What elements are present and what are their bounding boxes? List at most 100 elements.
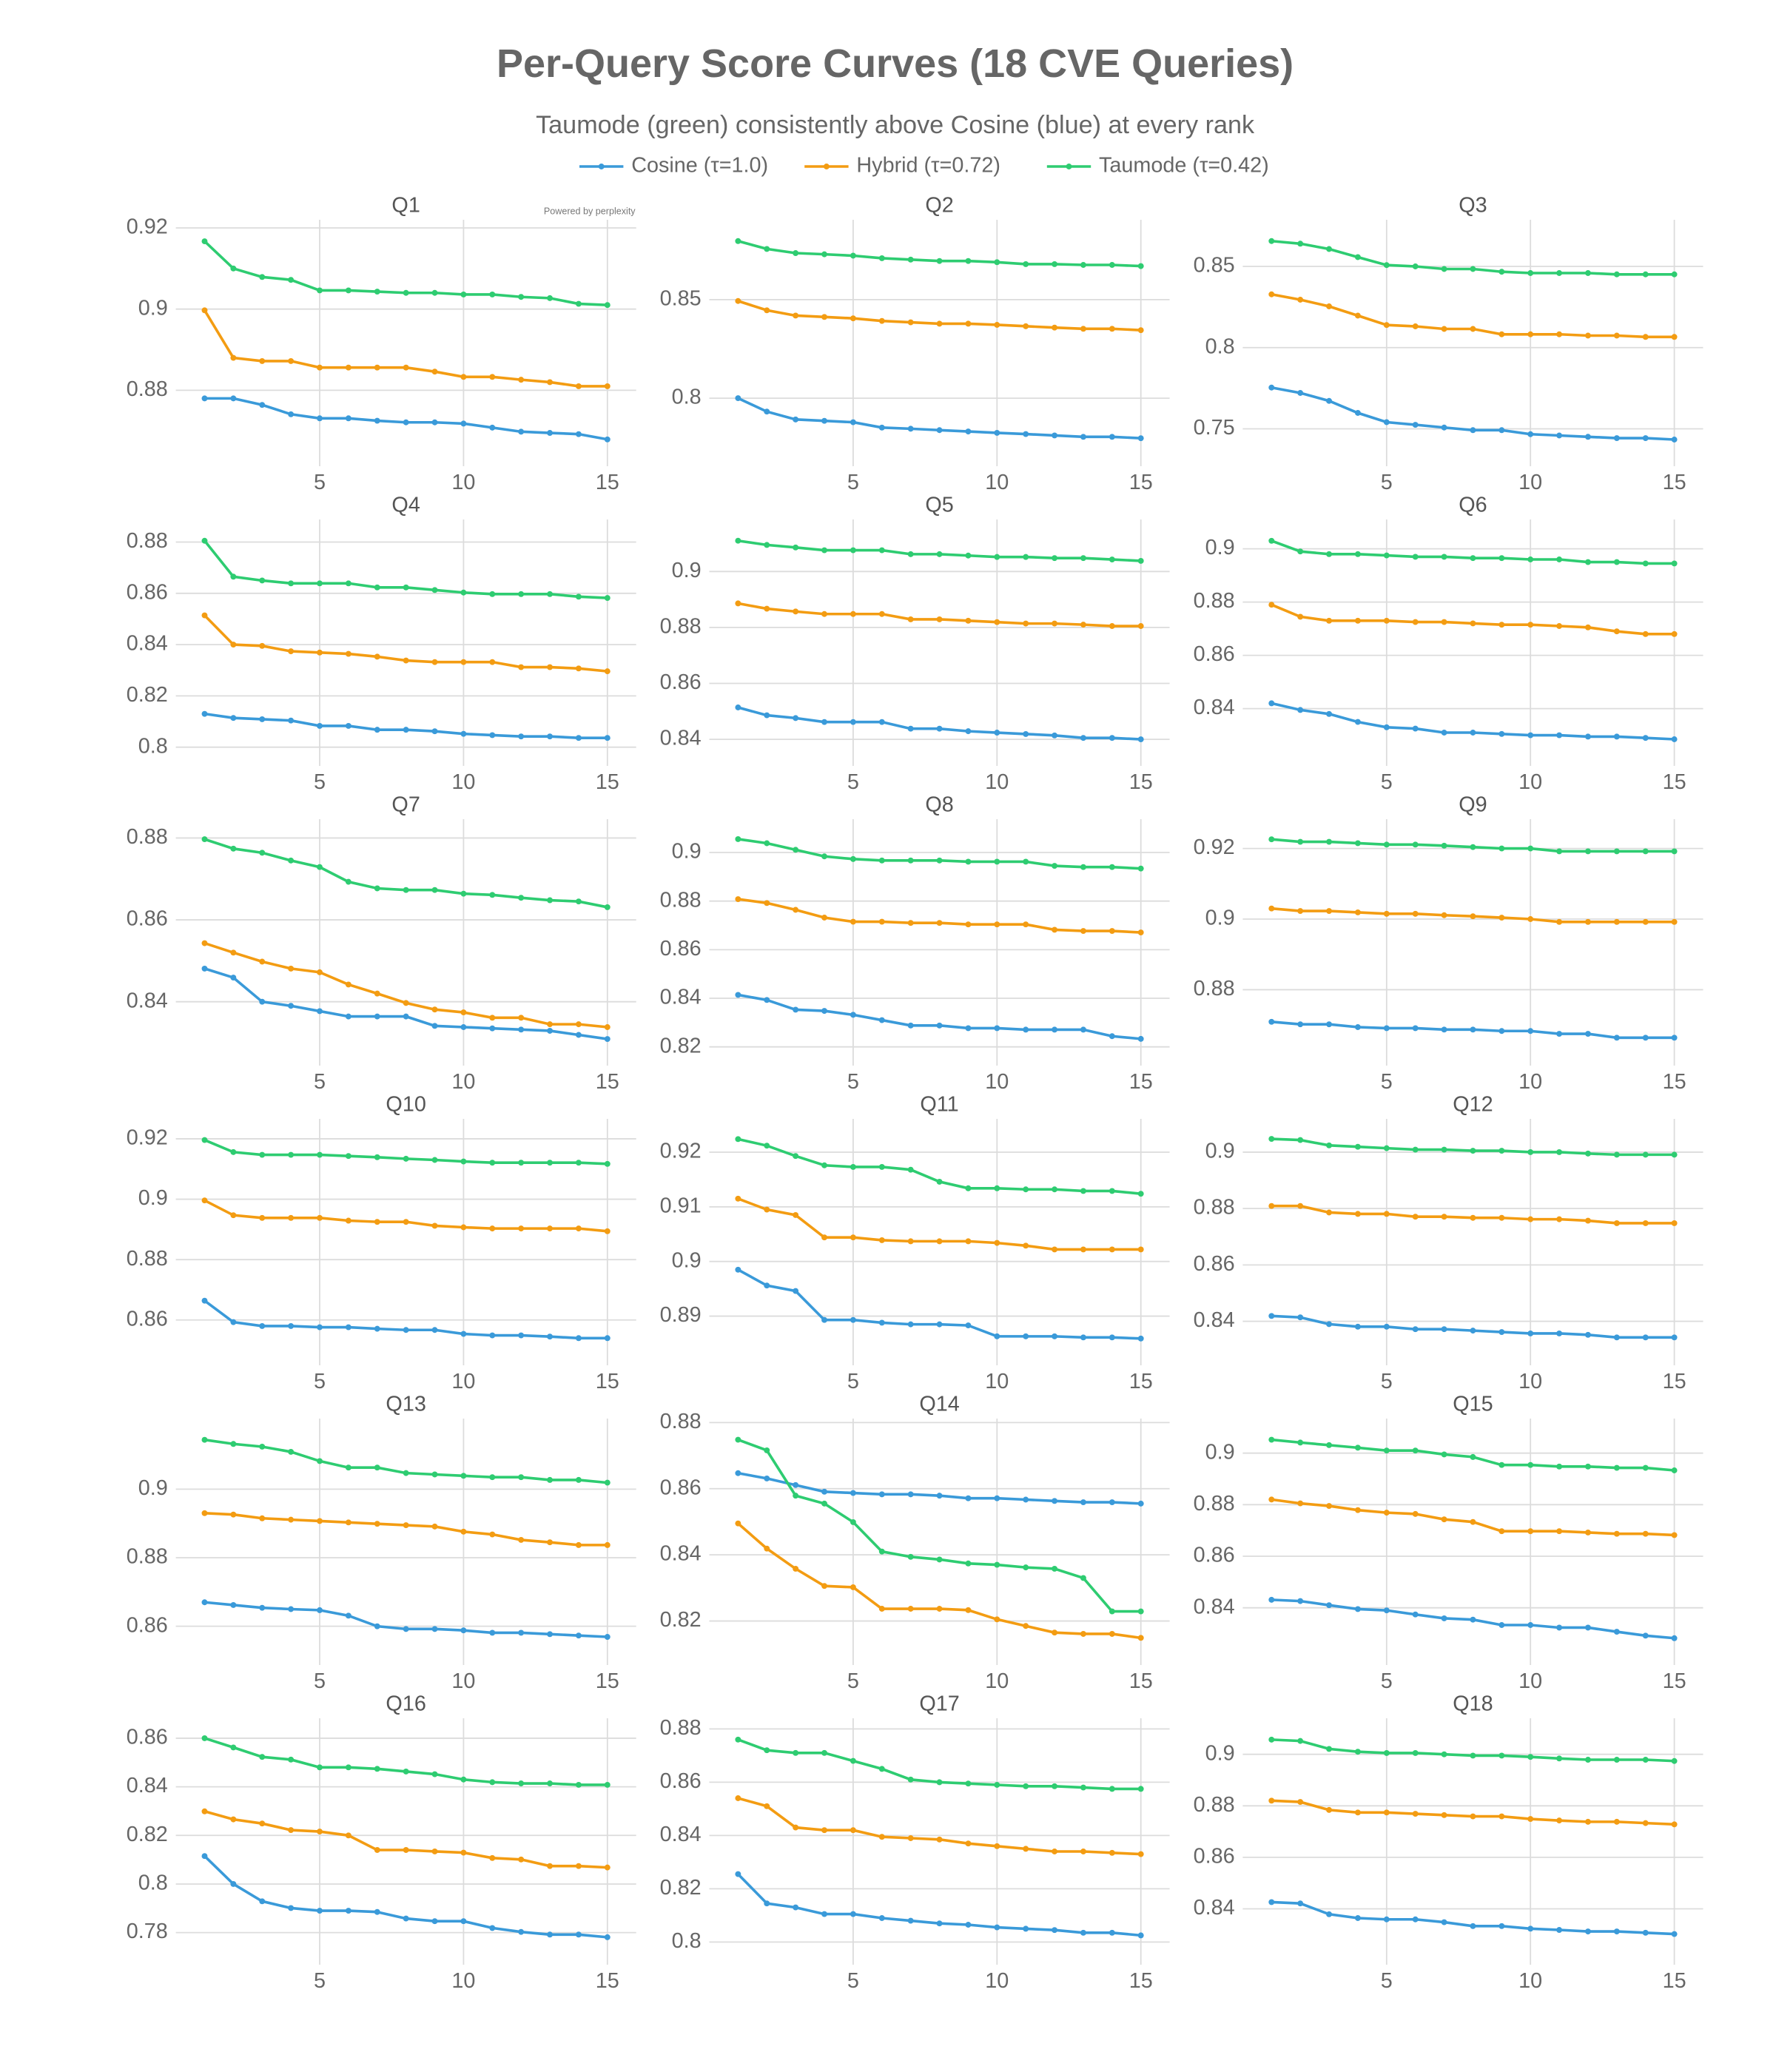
x-tick-label: 15 bbox=[1663, 1969, 1686, 1993]
watermark: Powered by perplexity bbox=[544, 206, 636, 217]
data-point bbox=[317, 649, 323, 656]
data-point bbox=[604, 1228, 610, 1234]
data-point bbox=[1297, 1021, 1304, 1028]
y-tick-label: 0.9 bbox=[138, 296, 168, 320]
data-point bbox=[764, 900, 770, 906]
data-point bbox=[1671, 630, 1678, 637]
data-point bbox=[460, 730, 467, 737]
data-point bbox=[1326, 1746, 1333, 1752]
data-point bbox=[575, 1225, 582, 1232]
data-point bbox=[1268, 537, 1275, 544]
data-point bbox=[374, 1464, 380, 1471]
data-point bbox=[201, 307, 208, 314]
data-point bbox=[1613, 1464, 1620, 1471]
x-tick-label: 5 bbox=[1381, 1969, 1393, 1993]
series-line bbox=[204, 838, 608, 909]
x-tick-label: 10 bbox=[985, 471, 1009, 494]
data-point bbox=[1613, 1629, 1620, 1635]
data-point bbox=[547, 897, 554, 904]
data-point bbox=[965, 1607, 972, 1613]
y-tick-label: 0.86 bbox=[127, 580, 168, 604]
data-point bbox=[1354, 1211, 1361, 1217]
data-point bbox=[460, 374, 467, 380]
x-tick-label: 10 bbox=[985, 1669, 1009, 1693]
data-point bbox=[793, 608, 799, 615]
series-line bbox=[737, 1797, 1141, 1856]
x-tick-label: 10 bbox=[985, 1070, 1009, 1094]
data-point bbox=[735, 238, 741, 244]
x-tick-label: 10 bbox=[1518, 1969, 1542, 1993]
data-point bbox=[907, 1606, 914, 1612]
data-point bbox=[288, 857, 295, 864]
data-point bbox=[1527, 1216, 1534, 1222]
data-point bbox=[1498, 1462, 1505, 1468]
data-point bbox=[1383, 1750, 1390, 1756]
data-point bbox=[288, 357, 295, 364]
data-point bbox=[317, 864, 323, 870]
data-point bbox=[735, 1470, 741, 1476]
data-point bbox=[201, 1808, 208, 1814]
series-line bbox=[1271, 1900, 1675, 1936]
data-point bbox=[850, 1316, 856, 1323]
data-point bbox=[288, 965, 295, 972]
data-point bbox=[878, 1834, 885, 1840]
data-point bbox=[1023, 1242, 1029, 1249]
data-point bbox=[460, 1158, 467, 1165]
data-point bbox=[1109, 1631, 1115, 1637]
x-tick-label: 5 bbox=[847, 471, 859, 494]
y-tick-label: 0.8 bbox=[138, 1871, 168, 1895]
data-point bbox=[374, 584, 380, 591]
data-point bbox=[1498, 1813, 1505, 1820]
data-point bbox=[1498, 1028, 1505, 1035]
data-point bbox=[1297, 1500, 1304, 1507]
data-point bbox=[1297, 1799, 1304, 1806]
legend-label: Taumode (τ=0.42) bbox=[1099, 154, 1269, 178]
y-tick-label: 0.88 bbox=[127, 1545, 168, 1569]
x-tick-label: 15 bbox=[1663, 770, 1686, 794]
y-tick-label: 0.82 bbox=[660, 1608, 702, 1632]
data-point bbox=[1441, 842, 1447, 849]
data-point bbox=[575, 300, 582, 307]
data-point bbox=[1109, 326, 1115, 332]
subplot-title: Q7 bbox=[391, 793, 420, 817]
data-point bbox=[1642, 1035, 1649, 1041]
data-point bbox=[1080, 1334, 1086, 1341]
data-point bbox=[1137, 1191, 1144, 1197]
data-point bbox=[403, 419, 409, 426]
x-tick-label: 15 bbox=[596, 1070, 619, 1094]
series-line bbox=[738, 838, 1141, 870]
data-point bbox=[850, 419, 856, 426]
data-point bbox=[764, 307, 770, 314]
data-point bbox=[230, 1881, 237, 1887]
data-point bbox=[317, 722, 323, 729]
data-point bbox=[317, 1607, 323, 1613]
data-point bbox=[1268, 602, 1275, 608]
data-point bbox=[764, 1475, 770, 1481]
data-point bbox=[1556, 1463, 1563, 1470]
x-tick-label: 10 bbox=[1518, 1070, 1542, 1094]
data-point bbox=[936, 1493, 943, 1499]
data-point bbox=[821, 915, 827, 921]
data-point bbox=[288, 1214, 295, 1221]
data-point bbox=[878, 857, 885, 864]
data-point bbox=[518, 1474, 525, 1481]
series-line bbox=[737, 1438, 1141, 1613]
data-point bbox=[1671, 1220, 1678, 1226]
data-point bbox=[850, 719, 856, 725]
data-point bbox=[1642, 848, 1649, 855]
data-point bbox=[547, 1021, 554, 1028]
data-point bbox=[1527, 916, 1534, 922]
data-point bbox=[431, 1626, 438, 1632]
data-point bbox=[821, 251, 827, 258]
data-point bbox=[489, 1225, 496, 1232]
y-tick-label: 0.9 bbox=[672, 840, 702, 864]
data-point bbox=[1613, 1035, 1620, 1041]
data-point bbox=[374, 1623, 380, 1629]
data-point bbox=[1109, 1849, 1115, 1856]
data-point bbox=[1470, 555, 1476, 562]
data-point bbox=[518, 377, 525, 383]
data-point bbox=[345, 1764, 352, 1771]
data-point bbox=[489, 1015, 496, 1021]
x-tick-label: 15 bbox=[1129, 1969, 1153, 1993]
data-point bbox=[764, 1447, 770, 1453]
